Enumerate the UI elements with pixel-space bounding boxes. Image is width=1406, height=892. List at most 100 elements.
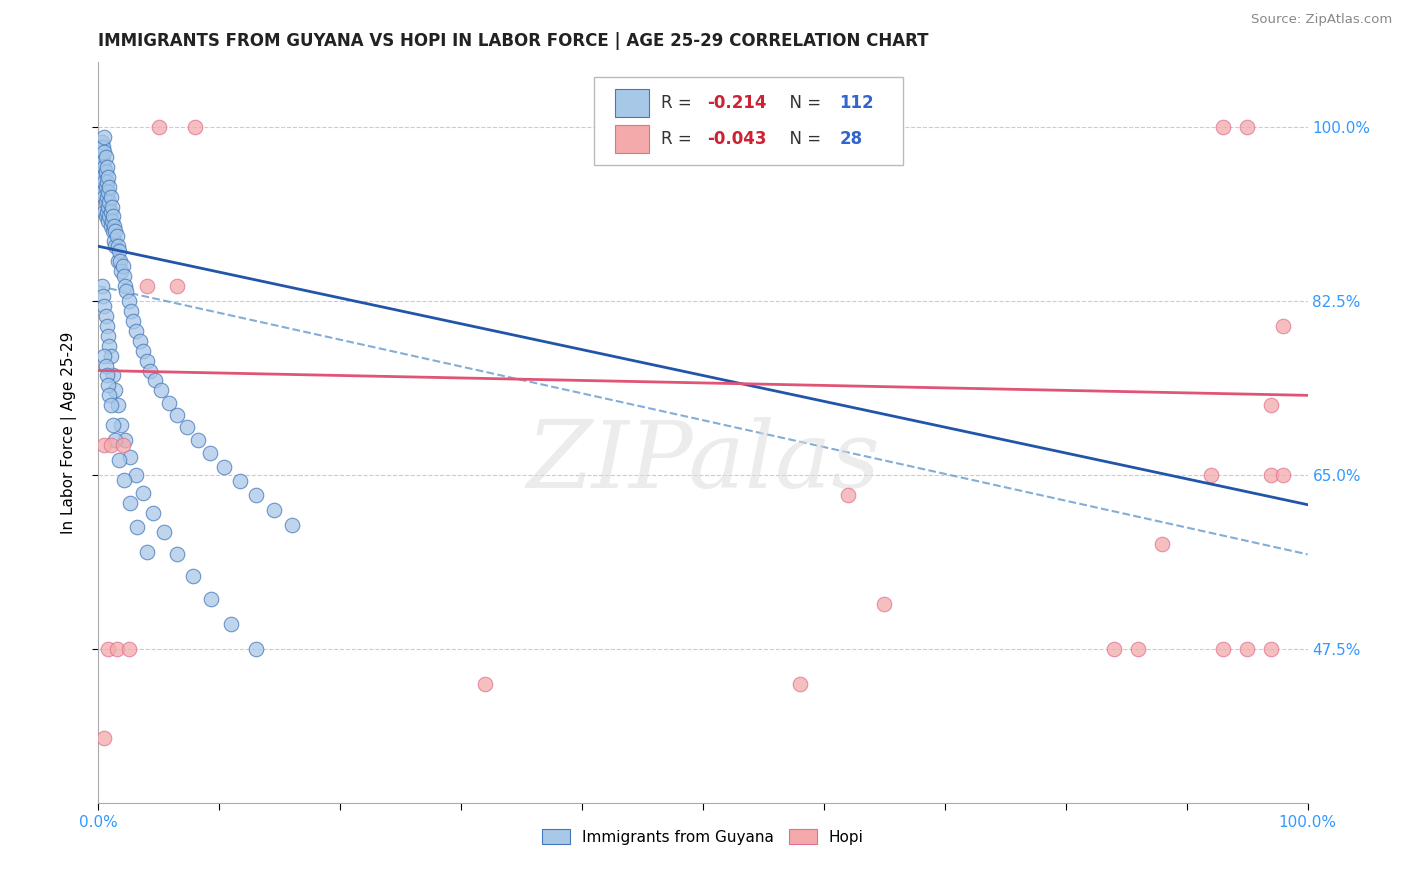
- Text: ZIPalas: ZIPalas: [526, 417, 880, 508]
- Text: -0.043: -0.043: [707, 129, 766, 148]
- Point: [96, 368, 118, 383]
- Point: [93, 204, 115, 219]
- Point: [110, 418, 132, 433]
- Point: [142, 506, 165, 520]
- Point: [118, 293, 141, 308]
- Point: [97, 641, 120, 656]
- Point: [245, 641, 267, 656]
- Point: [96, 160, 118, 174]
- Point: [105, 641, 128, 656]
- Point: [93, 731, 115, 746]
- Point: [127, 519, 149, 533]
- Text: 112: 112: [839, 95, 875, 112]
- Point: [98, 210, 121, 224]
- Point: [100, 189, 122, 203]
- Text: N =: N =: [779, 129, 827, 148]
- Point: [89, 150, 111, 164]
- Point: [1128, 641, 1150, 656]
- Point: [96, 189, 118, 203]
- Point: [1272, 467, 1295, 482]
- Point: [150, 384, 173, 398]
- Point: [91, 279, 114, 293]
- Point: [96, 204, 118, 219]
- Point: [135, 545, 157, 559]
- Point: [1260, 467, 1282, 482]
- Point: [176, 420, 198, 434]
- Point: [94, 309, 117, 323]
- Point: [108, 244, 131, 259]
- Point: [94, 359, 117, 373]
- Point: [98, 339, 121, 353]
- Point: [108, 254, 131, 268]
- Point: [166, 409, 188, 423]
- Point: [263, 502, 285, 516]
- Point: [1236, 641, 1258, 656]
- Point: [93, 189, 115, 203]
- Point: [101, 224, 124, 238]
- Point: [97, 328, 120, 343]
- Point: [98, 388, 121, 402]
- Point: [97, 378, 120, 392]
- Point: [110, 264, 132, 278]
- Point: [96, 175, 118, 189]
- Point: [100, 398, 122, 412]
- Point: [107, 398, 129, 412]
- Point: [93, 349, 115, 363]
- Point: [221, 616, 243, 631]
- Text: N =: N =: [779, 95, 827, 112]
- Point: [93, 160, 115, 174]
- Point: [114, 433, 136, 447]
- Point: [139, 363, 162, 377]
- Point: [98, 194, 121, 209]
- Point: [97, 214, 120, 228]
- Point: [112, 473, 135, 487]
- Text: 28: 28: [839, 129, 863, 148]
- Point: [135, 353, 157, 368]
- Point: [1212, 641, 1234, 656]
- Point: [100, 214, 122, 228]
- Point: [97, 185, 120, 199]
- Point: [98, 179, 121, 194]
- Point: [107, 254, 129, 268]
- Point: [1102, 641, 1125, 656]
- Bar: [614, 125, 648, 153]
- Point: [198, 446, 221, 460]
- Point: [93, 175, 115, 189]
- Legend: Immigrants from Guyana, Hopi: Immigrants from Guyana, Hopi: [536, 823, 870, 851]
- Point: [91, 185, 114, 199]
- Point: [104, 433, 127, 447]
- Point: [837, 488, 859, 502]
- Point: [93, 299, 115, 313]
- Text: R =: R =: [661, 95, 697, 112]
- Point: [104, 239, 127, 253]
- Point: [184, 120, 207, 134]
- Point: [1152, 537, 1174, 551]
- Point: [103, 235, 125, 249]
- Bar: [614, 89, 648, 117]
- Point: [1260, 398, 1282, 412]
- Point: [101, 418, 124, 433]
- Point: [93, 438, 115, 452]
- Point: [90, 160, 112, 174]
- Point: [100, 200, 122, 214]
- Point: [91, 154, 114, 169]
- Text: R =: R =: [661, 129, 697, 148]
- Point: [118, 496, 141, 510]
- Point: [789, 676, 811, 690]
- Point: [94, 150, 117, 164]
- Point: [474, 676, 496, 690]
- Point: [91, 169, 114, 184]
- Point: [89, 140, 111, 154]
- Point: [94, 210, 117, 224]
- Point: [114, 279, 136, 293]
- Point: [90, 154, 112, 169]
- Point: [93, 130, 115, 145]
- Point: [157, 396, 180, 410]
- Point: [105, 229, 128, 244]
- Point: [1212, 120, 1234, 134]
- Point: [93, 145, 115, 159]
- Point: [96, 318, 118, 333]
- Point: [107, 239, 129, 253]
- Point: [1199, 467, 1222, 482]
- Point: [91, 140, 114, 154]
